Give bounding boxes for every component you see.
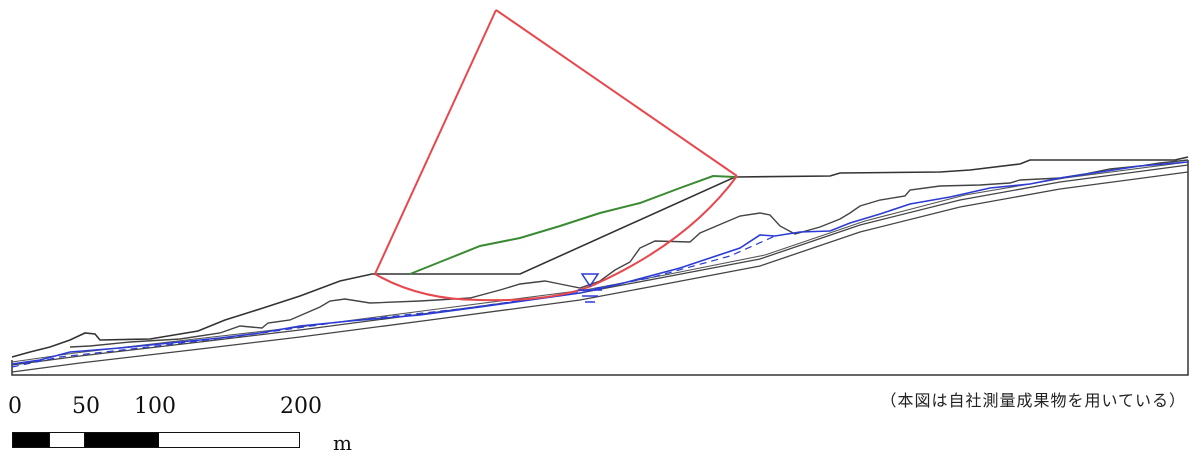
scale-unit: m: [333, 431, 352, 455]
scale-segment-1: [13, 433, 49, 447]
scale-label-100: 100: [134, 394, 176, 419]
slip-circle-radius-left: [374, 9, 497, 275]
inner-ground-profile: [69, 159, 1189, 348]
scale-label-50: 50: [72, 394, 100, 419]
bedrock-upper-line: [11, 164, 1189, 366]
section-boundary: [11, 160, 1189, 376]
scale-segment-3: [85, 433, 159, 447]
groundwater-table-line: [11, 161, 1189, 365]
bedrock-lower-line: [11, 171, 1189, 373]
scale-segment-4: [159, 433, 299, 447]
scale-label-200: 200: [280, 394, 322, 419]
source-note: （本図は自社測量成果物を用いている）: [880, 391, 1186, 410]
slip-circle-radius-right: [495, 9, 738, 177]
scale-bar: [12, 432, 300, 448]
scale-label-0: 0: [8, 394, 22, 419]
ground-surface-line: [11, 156, 1189, 358]
slip-circle-arc: [374, 175, 738, 302]
groundwater-table-dashed: [11, 235, 776, 368]
embankment-slope-line: [409, 174, 736, 275]
scale-segment-2: [49, 433, 85, 447]
water-level-triangle-icon: [578, 273, 602, 303]
